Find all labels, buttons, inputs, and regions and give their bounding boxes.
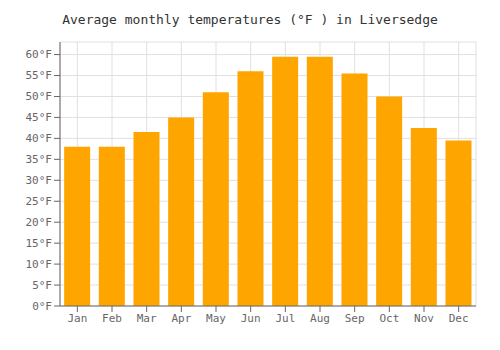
svg-text:Jun: Jun [241, 312, 261, 325]
svg-text:30°F: 30°F [26, 174, 53, 187]
svg-text:55°F: 55°F [26, 69, 53, 82]
svg-text:Jul: Jul [275, 312, 295, 325]
svg-text:Nov: Nov [414, 312, 434, 325]
svg-text:Mar: Mar [137, 312, 157, 325]
html-text:Average monthly temperatures (: Average monthly temperatures (°F ) in Li… [62, 12, 438, 27]
svg-text:60°F: 60°F [26, 48, 53, 61]
svg-text:May: May [206, 312, 226, 325]
svg-text:15°F: 15°F [26, 237, 53, 250]
svg-text:Sep: Sep [345, 312, 365, 325]
svg-text:Apr: Apr [171, 312, 191, 325]
svg-text:50°F: 50°F [26, 90, 53, 103]
svg-text:35°F: 35°F [26, 153, 53, 166]
svg-text:20°F: 20°F [26, 216, 53, 229]
svg-text:Feb: Feb [102, 312, 122, 325]
svg-text:25°F: 25°F [26, 195, 53, 208]
svg-text:0°F: 0°F [32, 300, 52, 313]
svg-text:Jan: Jan [67, 312, 87, 325]
svg-text:40°F: 40°F [26, 132, 53, 145]
svg-text:45°F: 45°F [26, 111, 53, 124]
svg-text:Oct: Oct [379, 312, 399, 325]
svg-text:10°F: 10°F [26, 258, 53, 271]
svg-text:5°F: 5°F [32, 279, 52, 292]
svg-text:Dec: Dec [449, 312, 469, 325]
svg-text:Aug: Aug [310, 312, 330, 325]
